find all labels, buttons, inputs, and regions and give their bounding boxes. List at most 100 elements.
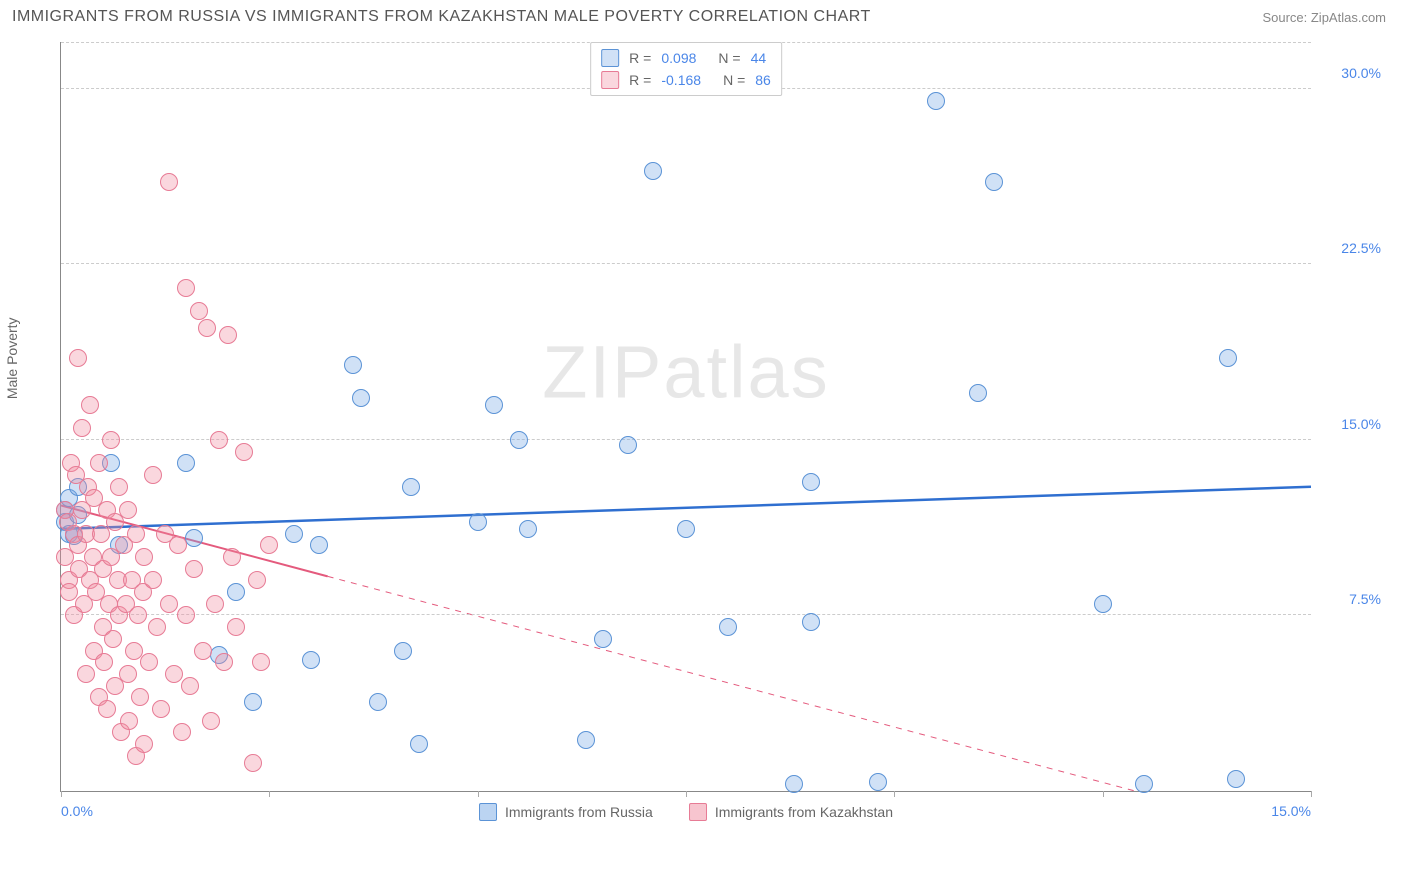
data-point — [185, 560, 203, 578]
n-value-russia: 44 — [751, 50, 767, 66]
data-point — [194, 642, 212, 660]
data-point — [215, 653, 233, 671]
data-point — [135, 548, 153, 566]
watermark: ZIPatlas — [542, 329, 829, 414]
legend-label: Immigrants from Russia — [505, 804, 653, 820]
r-label: R = — [629, 72, 651, 88]
data-point — [144, 466, 162, 484]
data-point — [1094, 595, 1112, 613]
legend-row-russia: R = 0.098 N = 44 — [601, 47, 771, 69]
swatch-russia — [479, 803, 497, 821]
data-point — [190, 302, 208, 320]
legend-label: Immigrants from Kazakhstan — [715, 804, 893, 820]
data-point — [469, 513, 487, 531]
data-point — [69, 349, 87, 367]
data-point — [169, 536, 187, 554]
n-label: N = — [718, 50, 740, 66]
data-point — [969, 384, 987, 402]
n-value-kazakhstan: 86 — [755, 72, 771, 88]
trend-lines — [61, 42, 1311, 791]
gridline — [61, 263, 1311, 264]
data-point — [410, 735, 428, 753]
data-point — [177, 454, 195, 472]
data-point — [160, 173, 178, 191]
xtick — [61, 791, 62, 797]
swatch-kazakhstan — [601, 71, 619, 89]
data-point — [485, 396, 503, 414]
data-point — [352, 389, 370, 407]
r-value-kazakhstan: -0.168 — [661, 72, 701, 88]
data-point — [98, 700, 116, 718]
data-point — [985, 173, 1003, 191]
data-point — [181, 677, 199, 695]
gridline — [61, 439, 1311, 440]
data-point — [1227, 770, 1245, 788]
data-point — [802, 473, 820, 491]
data-point — [719, 618, 737, 636]
ytick-label: 15.0% — [1321, 416, 1381, 432]
data-point — [73, 419, 91, 437]
data-point — [619, 436, 637, 454]
data-point — [177, 279, 195, 297]
data-point — [927, 92, 945, 110]
data-point — [144, 571, 162, 589]
chart-title: IMMIGRANTS FROM RUSSIA VS IMMIGRANTS FRO… — [12, 8, 871, 26]
data-point — [110, 478, 128, 496]
data-point — [519, 520, 537, 538]
data-point — [131, 688, 149, 706]
data-point — [148, 618, 166, 636]
data-point — [160, 595, 178, 613]
data-point — [285, 525, 303, 543]
data-point — [223, 548, 241, 566]
data-point — [104, 630, 122, 648]
data-point — [102, 431, 120, 449]
xtick — [478, 791, 479, 797]
legend-item-russia: Immigrants from Russia — [479, 803, 653, 821]
legend-row-kazakhstan: R = -0.168 N = 86 — [601, 69, 771, 91]
data-point — [77, 665, 95, 683]
xtick — [1311, 791, 1312, 797]
data-point — [260, 536, 278, 554]
data-point — [120, 712, 138, 730]
data-point — [248, 571, 266, 589]
scatter-plot: ZIPatlas R = 0.098 N = 44 R = -0.168 N =… — [60, 42, 1311, 792]
ytick-label: 7.5% — [1321, 591, 1381, 607]
data-point — [869, 773, 887, 791]
data-point — [1135, 775, 1153, 793]
data-point — [302, 651, 320, 669]
r-label: R = — [629, 50, 651, 66]
ytick-label: 22.5% — [1321, 240, 1381, 256]
data-point — [202, 712, 220, 730]
data-point — [119, 665, 137, 683]
data-point — [127, 525, 145, 543]
data-point — [90, 454, 108, 472]
data-point — [310, 536, 328, 554]
data-point — [152, 700, 170, 718]
n-label: N = — [723, 72, 745, 88]
data-point — [577, 731, 595, 749]
ytick-label: 30.0% — [1321, 65, 1381, 81]
data-point — [244, 754, 262, 772]
data-point — [802, 613, 820, 631]
swatch-russia — [601, 49, 619, 67]
source-label: Source: ZipAtlas.com — [1262, 10, 1386, 25]
xtick — [269, 791, 270, 797]
r-value-russia: 0.098 — [661, 50, 696, 66]
data-point — [129, 606, 147, 624]
xtick — [1103, 791, 1104, 797]
data-point — [235, 443, 253, 461]
series-legend: Immigrants from Russia Immigrants from K… — [479, 803, 893, 821]
data-point — [185, 529, 203, 547]
data-point — [644, 162, 662, 180]
xtick — [686, 791, 687, 797]
data-point — [677, 520, 695, 538]
gridline — [61, 614, 1311, 615]
data-point — [206, 595, 224, 613]
data-point — [244, 693, 262, 711]
data-point — [165, 665, 183, 683]
data-point — [785, 775, 803, 793]
data-point — [140, 653, 158, 671]
data-point — [95, 653, 113, 671]
swatch-kazakhstan — [689, 803, 707, 821]
data-point — [594, 630, 612, 648]
